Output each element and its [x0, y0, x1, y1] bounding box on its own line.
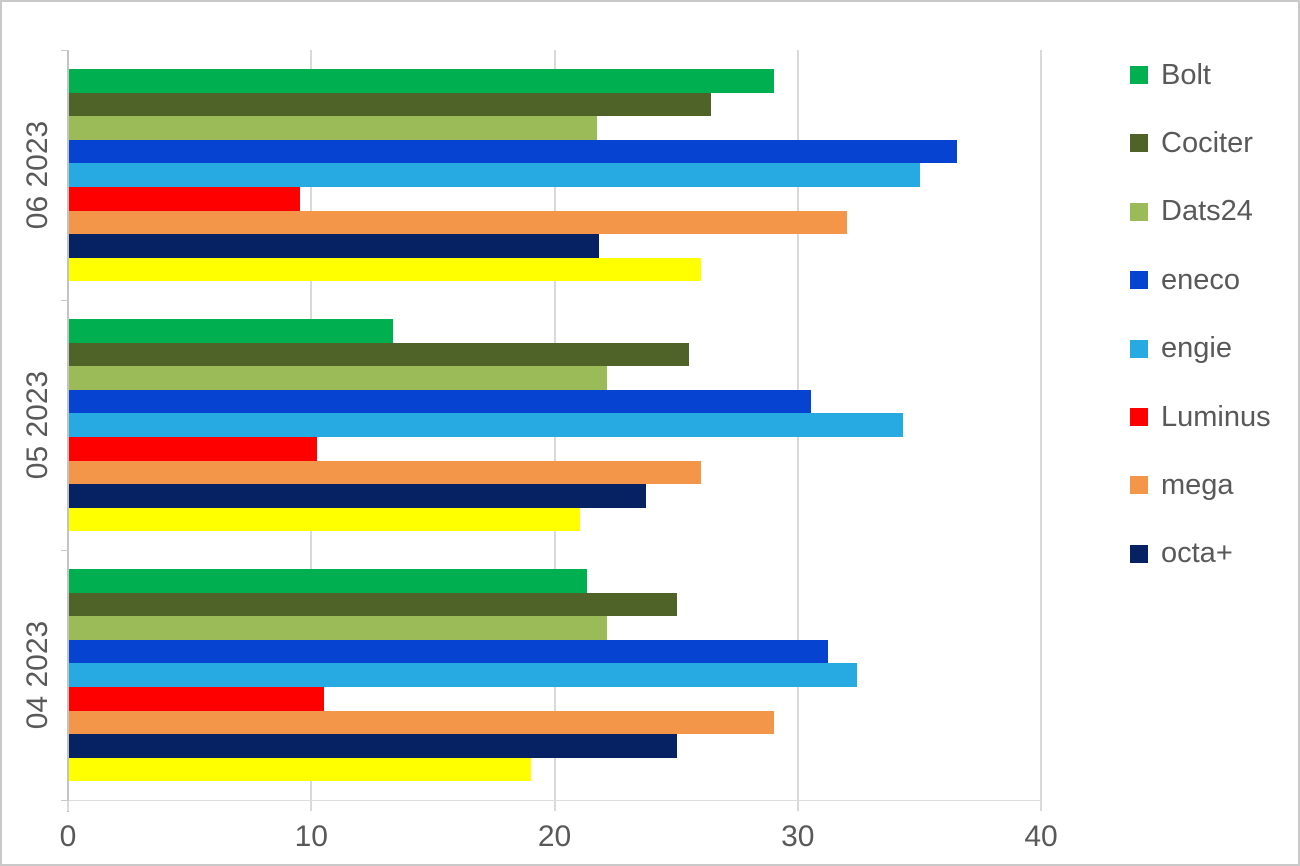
x-axis-tick-30 — [796, 800, 799, 811]
bar-mega-05-2023 — [69, 460, 702, 485]
plot-area — [67, 50, 1042, 812]
bar-dats24-05-2023 — [69, 366, 607, 390]
legend-swatch-eneco — [1130, 271, 1148, 290]
category-axis-tick — [61, 50, 69, 51]
legend-entry-dats24: Dats24 — [1130, 195, 1253, 228]
bar-luminus-04-2023 — [69, 687, 325, 711]
legend-entry-bolt: Bolt — [1130, 59, 1211, 91]
legend-swatch-bolt — [1130, 66, 1148, 84]
bar-unnamed-06-2023 — [69, 257, 702, 282]
bar-eneco-05-2023 — [69, 389, 811, 414]
category-axis-line — [67, 50, 69, 812]
legend-label-octaplus: octa+ — [1161, 537, 1233, 570]
bar-engie-05-2023 — [69, 413, 904, 437]
legend-entry-mega: mega — [1130, 469, 1234, 501]
legend-entry-eneco: eneco — [1130, 264, 1240, 296]
legend-label-eneco: eneco — [1161, 263, 1241, 296]
legend-label-bolt: Bolt — [1161, 58, 1211, 91]
legend-label-engie: engie — [1161, 332, 1232, 365]
bar-bolt-06-2023 — [69, 69, 775, 93]
legend-label-mega: mega — [1161, 468, 1234, 501]
category-label-05-2023: 05 2023 — [21, 370, 54, 480]
x-axis-tick-0 — [67, 800, 69, 811]
x-axis-tick-40 — [1040, 800, 1042, 811]
legend-swatch-mega — [1130, 476, 1148, 495]
legend-swatch-luminus — [1130, 408, 1148, 426]
bar-luminus-06-2023 — [69, 187, 301, 211]
legend-entry-octaplus: octa+ — [1130, 537, 1233, 570]
category-label-06-2023: 06 2023 — [21, 120, 54, 230]
x-tick-label-10: 10 — [294, 820, 328, 853]
bar-unnamed-05-2023 — [69, 507, 580, 532]
legend-swatch-cociter — [1130, 134, 1148, 153]
x-axis-tick-10 — [310, 800, 313, 811]
legend-label-cociter: Cociter — [1161, 126, 1253, 159]
legend-swatch-engie — [1130, 339, 1148, 358]
bar-octaplus-04-2023 — [69, 734, 678, 758]
category-label-04-2023: 04 2023 — [21, 620, 54, 730]
bar-cociter-06-2023 — [69, 92, 712, 117]
bar-eneco-06-2023 — [69, 139, 957, 164]
bar-dats24-06-2023 — [69, 116, 597, 140]
legend-label-dats24: Dats24 — [1161, 195, 1253, 228]
category-axis-tick — [61, 300, 69, 301]
legend-entry-cociter: Cociter — [1130, 127, 1253, 159]
bar-octaplus-05-2023 — [69, 484, 646, 508]
value-axis-line — [68, 800, 1041, 801]
bar-mega-06-2023 — [69, 210, 848, 235]
bar-engie-04-2023 — [69, 663, 858, 687]
x-tick-label-30: 30 — [781, 820, 815, 853]
gridline-x-40 — [1040, 50, 1042, 800]
bar-cociter-04-2023 — [69, 592, 678, 617]
bar-eneco-04-2023 — [69, 639, 828, 664]
bar-octaplus-06-2023 — [69, 234, 600, 258]
x-tick-label-0: 0 — [59, 820, 77, 853]
legend-entry-luminus: Luminus — [1130, 401, 1271, 433]
x-tick-label-40: 40 — [1024, 820, 1058, 853]
bar-cociter-05-2023 — [69, 342, 690, 367]
legend-entry-engie: engie — [1130, 332, 1232, 365]
bar-unnamed-04-2023 — [69, 757, 532, 782]
bar-luminus-05-2023 — [69, 437, 318, 461]
x-axis-tick-20 — [553, 800, 556, 811]
bar-engie-06-2023 — [69, 163, 921, 187]
category-axis-tick — [61, 550, 69, 551]
legend-label-luminus: Luminus — [1161, 400, 1271, 433]
legend-swatch-octaplus — [1130, 544, 1148, 563]
category-axis-tick — [61, 800, 69, 801]
legend-swatch-dats24 — [1130, 202, 1148, 221]
bar-mega-04-2023 — [69, 710, 775, 735]
bar-bolt-04-2023 — [69, 569, 588, 593]
bar-bolt-05-2023 — [69, 319, 393, 343]
bar-dats24-04-2023 — [69, 616, 607, 640]
x-tick-label-20: 20 — [537, 820, 572, 853]
